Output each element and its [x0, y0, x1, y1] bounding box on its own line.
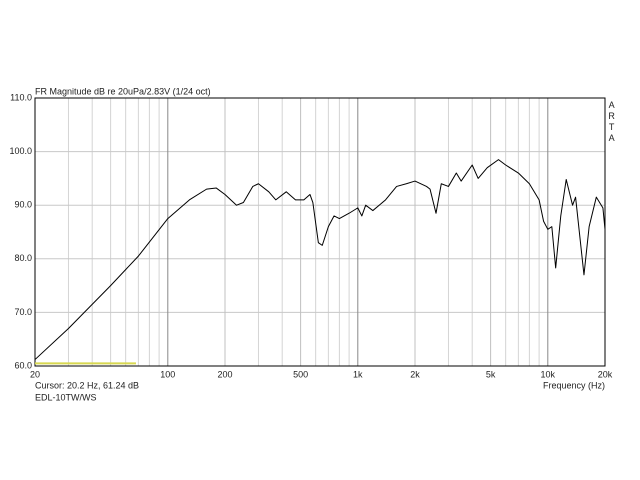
- x-tick-label: 20k: [598, 369, 613, 379]
- x-tick-label: 20: [30, 369, 40, 379]
- x-tick-label: 500: [293, 369, 308, 379]
- response-curve: [34, 159, 606, 360]
- x-tick-label: 200: [217, 369, 232, 379]
- y-tick-label: 60.0: [14, 360, 32, 370]
- chart-title: FR Magnitude dB re 20uPa/2.83V (1/24 oct…: [35, 86, 211, 96]
- plot-frame: [34, 97, 606, 367]
- x-tick-label: 100: [160, 369, 175, 379]
- brand: ARTA: [607, 100, 617, 144]
- x-axis-label: Frequency (Hz): [543, 380, 605, 390]
- y-tick-label: 80.0: [14, 253, 32, 263]
- x-tick-label: 10k: [541, 369, 556, 379]
- x-tick-label: 1k: [353, 369, 363, 379]
- subtitle: EDL-10TW/WS: [35, 392, 97, 402]
- y-tick-label: 70.0: [14, 307, 32, 317]
- x-tick-label: 2k: [410, 369, 420, 379]
- y-tick-label: 100.0: [9, 146, 32, 156]
- x-tick-label: 5k: [486, 369, 496, 379]
- y-tick-label: 90.0: [14, 200, 32, 210]
- y-tick-label: 110.0: [10, 92, 32, 102]
- cursor-readout: Cursor: 20.2 Hz, 61.24 dB: [35, 380, 139, 390]
